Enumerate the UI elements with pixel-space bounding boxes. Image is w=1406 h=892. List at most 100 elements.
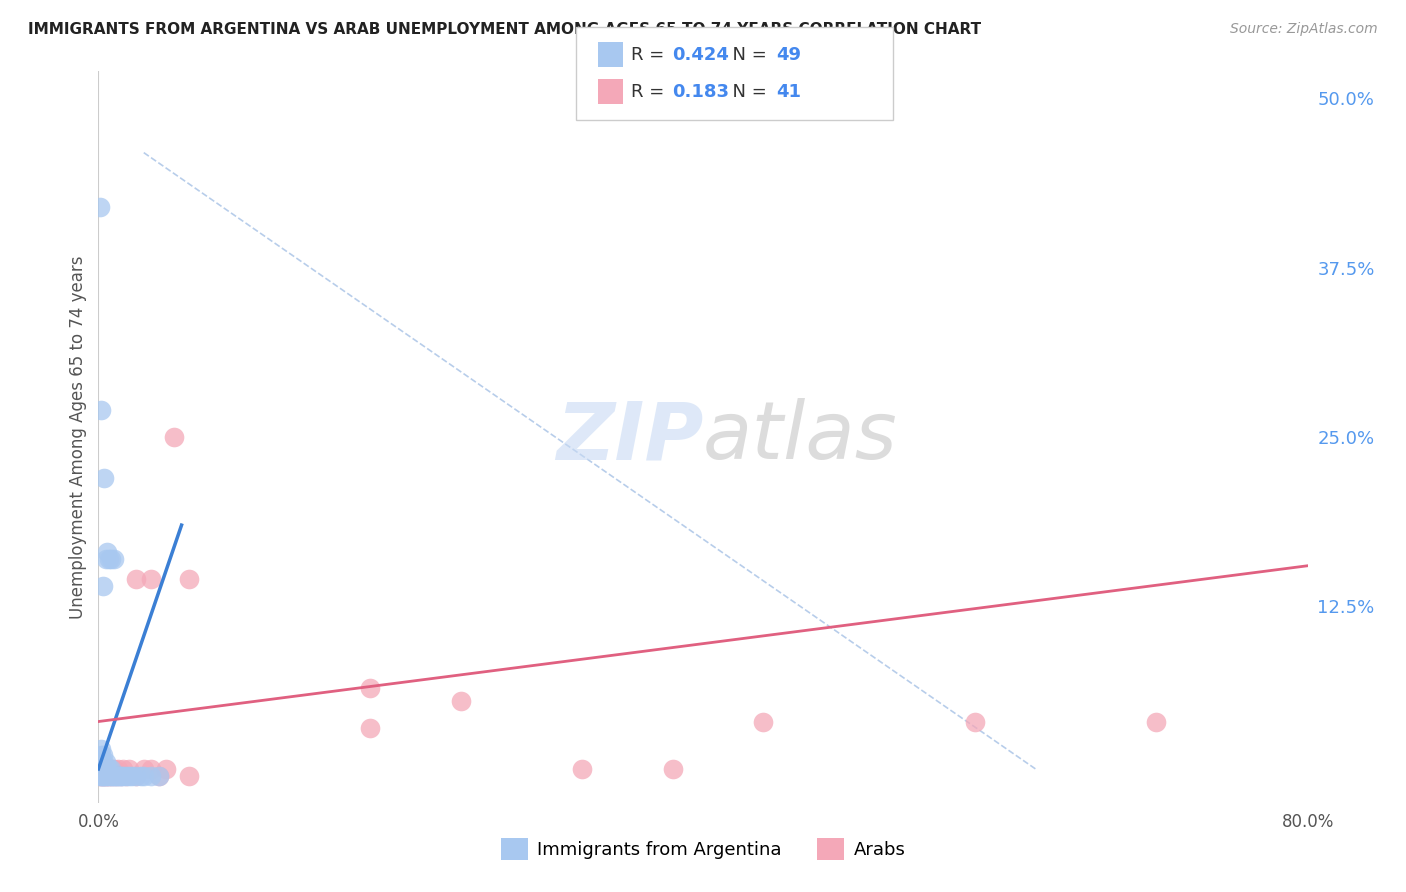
Point [100, 769, 122, 783]
Point [101, 762, 124, 776]
Point [96, 769, 118, 783]
Text: 0.183: 0.183 [672, 83, 730, 101]
Point [90, 403, 112, 417]
Point [107, 769, 129, 783]
Point [91, 769, 114, 783]
Point [114, 769, 136, 783]
Text: Source: ZipAtlas.com: Source: ZipAtlas.com [1230, 22, 1378, 37]
Point [93, 471, 115, 485]
Point [571, 762, 593, 776]
Point [1144, 714, 1167, 729]
Text: N =: N = [721, 46, 773, 64]
Point [450, 694, 472, 708]
Point [163, 430, 186, 444]
Point [107, 762, 129, 776]
Point [110, 769, 132, 783]
Text: 41: 41 [776, 83, 801, 101]
Point [89, 762, 111, 776]
Point [90, 762, 112, 776]
Point [93, 769, 115, 783]
Point [141, 769, 163, 783]
Point [125, 769, 148, 783]
Point [132, 769, 155, 783]
Y-axis label: Unemployment Among Ages 65 to 74 years: Unemployment Among Ages 65 to 74 years [69, 255, 87, 619]
Point [89, 200, 111, 214]
Point [91, 769, 114, 783]
Point [96, 545, 118, 559]
Point [125, 572, 148, 586]
Point [108, 769, 131, 783]
Text: R =: R = [631, 46, 671, 64]
Point [141, 572, 163, 586]
Point [103, 762, 125, 776]
Point [155, 762, 177, 776]
Point [148, 769, 170, 783]
Point [93, 762, 115, 776]
Point [110, 769, 132, 783]
Point [89, 769, 111, 783]
Point [111, 762, 134, 776]
Text: 0.424: 0.424 [672, 46, 728, 64]
Point [90, 741, 112, 756]
Point [118, 769, 141, 783]
Point [121, 769, 143, 783]
Point [90, 762, 112, 776]
Point [89, 755, 111, 769]
Point [94, 769, 117, 783]
Point [94, 755, 117, 769]
Point [118, 762, 141, 776]
Point [98, 552, 121, 566]
Point [94, 769, 117, 783]
Point [90, 748, 112, 763]
Point [114, 769, 136, 783]
Text: 49: 49 [776, 46, 801, 64]
Point [105, 769, 128, 783]
Text: ZIP: ZIP [555, 398, 703, 476]
Point [91, 769, 114, 783]
Point [100, 769, 122, 783]
Point [103, 769, 125, 783]
Point [105, 769, 128, 783]
Point [96, 762, 118, 776]
Point [965, 714, 987, 729]
Point [103, 552, 125, 566]
Point [98, 769, 121, 783]
Point [89, 762, 111, 776]
Point [360, 721, 382, 735]
Point [132, 762, 155, 776]
Point [179, 572, 201, 586]
Point [179, 769, 201, 783]
Point [96, 769, 118, 783]
Point [360, 681, 382, 695]
Text: R =: R = [631, 83, 671, 101]
Point [111, 769, 134, 783]
Point [90, 769, 112, 783]
Point [94, 762, 117, 776]
Point [148, 769, 170, 783]
Point [91, 579, 114, 593]
Point [90, 769, 112, 783]
Text: N =: N = [721, 83, 773, 101]
Point [98, 769, 121, 783]
Point [98, 762, 121, 776]
Point [89, 769, 111, 783]
Text: atlas: atlas [703, 398, 898, 476]
Point [752, 714, 775, 729]
Point [661, 762, 683, 776]
Point [129, 769, 152, 783]
Point [91, 762, 114, 776]
Point [103, 769, 125, 783]
Point [104, 769, 127, 783]
Point [91, 762, 114, 776]
Point [91, 755, 114, 769]
Point [93, 762, 115, 776]
Legend: Immigrants from Argentina, Arabs: Immigrants from Argentina, Arabs [494, 830, 912, 867]
Point [96, 762, 118, 776]
Point [94, 762, 117, 776]
Point [101, 769, 124, 783]
Point [90, 755, 112, 769]
Point [100, 762, 122, 776]
Point [125, 769, 148, 783]
Point [91, 748, 114, 763]
Point [93, 769, 115, 783]
